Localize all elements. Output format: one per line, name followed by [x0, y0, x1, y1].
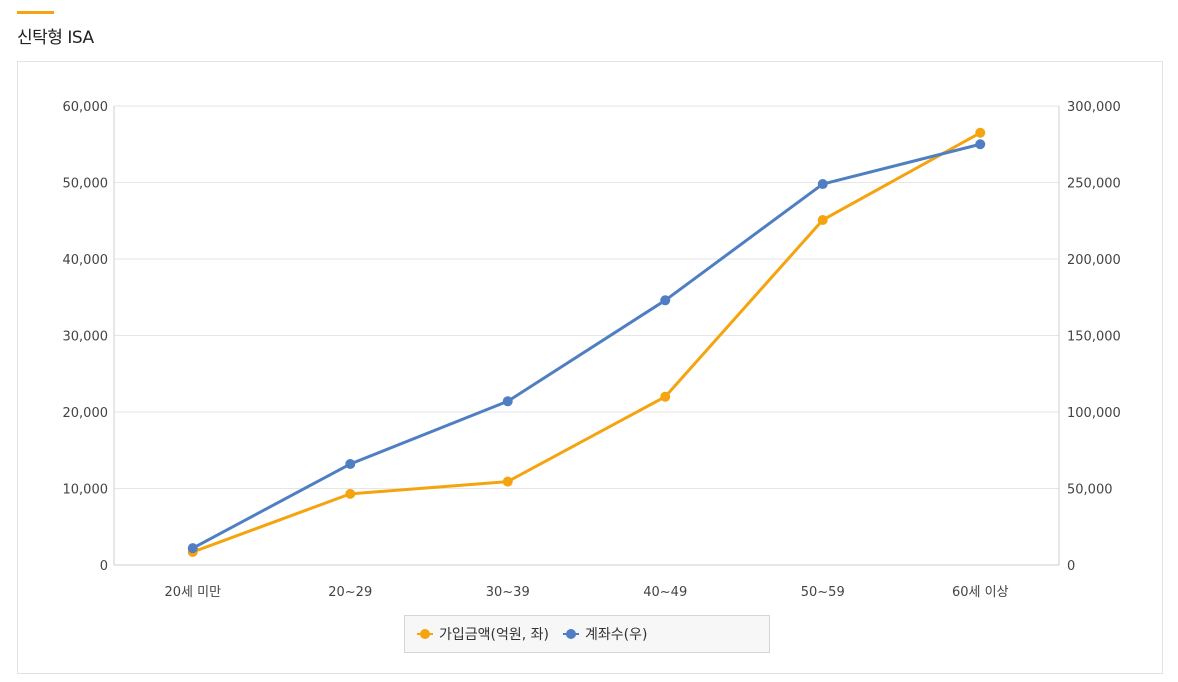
right-tick-label: 300,000	[1067, 100, 1121, 115]
data-point	[187, 543, 198, 554]
title-accent-bar	[17, 11, 54, 14]
data-point	[502, 476, 513, 487]
section-title: 신탁형 ISA	[17, 28, 94, 48]
x-tick-label: 20세 미만	[164, 585, 221, 600]
x-tick-label: 20~29	[328, 585, 372, 600]
legend-item-accounts[interactable]: 계좌수(우)	[562, 624, 648, 644]
data-point	[660, 391, 671, 402]
series-line	[192, 131, 981, 554]
right-axis-ticks: 0 50,000 100,000 150,000 200,000 250,000 300,0…	[1067, 100, 1121, 574]
x-tick-label: 40~49	[643, 585, 687, 600]
left-tick-label: 30,000	[63, 330, 109, 345]
data-point	[817, 179, 828, 190]
axes	[113, 106, 1060, 566]
gridlines	[114, 105, 1059, 489]
left-tick-label: 20,000	[63, 406, 109, 421]
left-tick-label: 10,000	[63, 483, 109, 498]
data-point	[975, 127, 986, 138]
right-tick-label: 250,000	[1067, 177, 1121, 192]
x-tick-label: 50~59	[801, 585, 845, 600]
data-point	[345, 488, 356, 499]
series-amount	[187, 127, 986, 557]
right-tick-label: 0	[1067, 559, 1075, 574]
data-point	[345, 459, 356, 470]
legend-swatch-accounts	[562, 629, 579, 639]
x-axis-ticks: 20세 미만 20~29 30~39 40~49 50~59 60세 이상	[164, 585, 1008, 600]
right-tick-label: 150,000	[1067, 330, 1121, 345]
legend-item-amount[interactable]: 가입금액(억원, 좌)	[417, 624, 549, 644]
right-tick-label: 200,000	[1067, 253, 1121, 268]
x-tick-label: 30~39	[486, 585, 530, 600]
right-tick-label: 50,000	[1067, 483, 1113, 498]
legend-label-accounts: 계좌수(우)	[584, 627, 648, 643]
right-tick-label: 100,000	[1067, 406, 1121, 421]
chart-legend: 가입금액(억원, 좌) 계좌수(우)	[404, 615, 770, 653]
series	[187, 127, 986, 557]
chart-container	[17, 61, 1163, 674]
series-line	[192, 142, 981, 550]
data-point	[660, 295, 671, 306]
left-tick-label: 0	[100, 559, 108, 574]
legend-swatch-amount	[417, 629, 433, 639]
left-axis-ticks: 0 10,000 20,000 30,000 40,000 50,000 60,000	[63, 100, 109, 574]
data-point	[975, 139, 986, 150]
data-point	[502, 396, 513, 407]
x-tick-label: 60세 이상	[952, 585, 1009, 600]
data-point	[817, 214, 828, 225]
series-accounts	[187, 139, 986, 554]
legend-label-amount: 가입금액(억원, 좌)	[439, 627, 549, 643]
left-tick-label: 40,000	[63, 253, 109, 268]
left-tick-label: 60,000	[63, 100, 109, 115]
left-tick-label: 50,000	[63, 177, 109, 192]
